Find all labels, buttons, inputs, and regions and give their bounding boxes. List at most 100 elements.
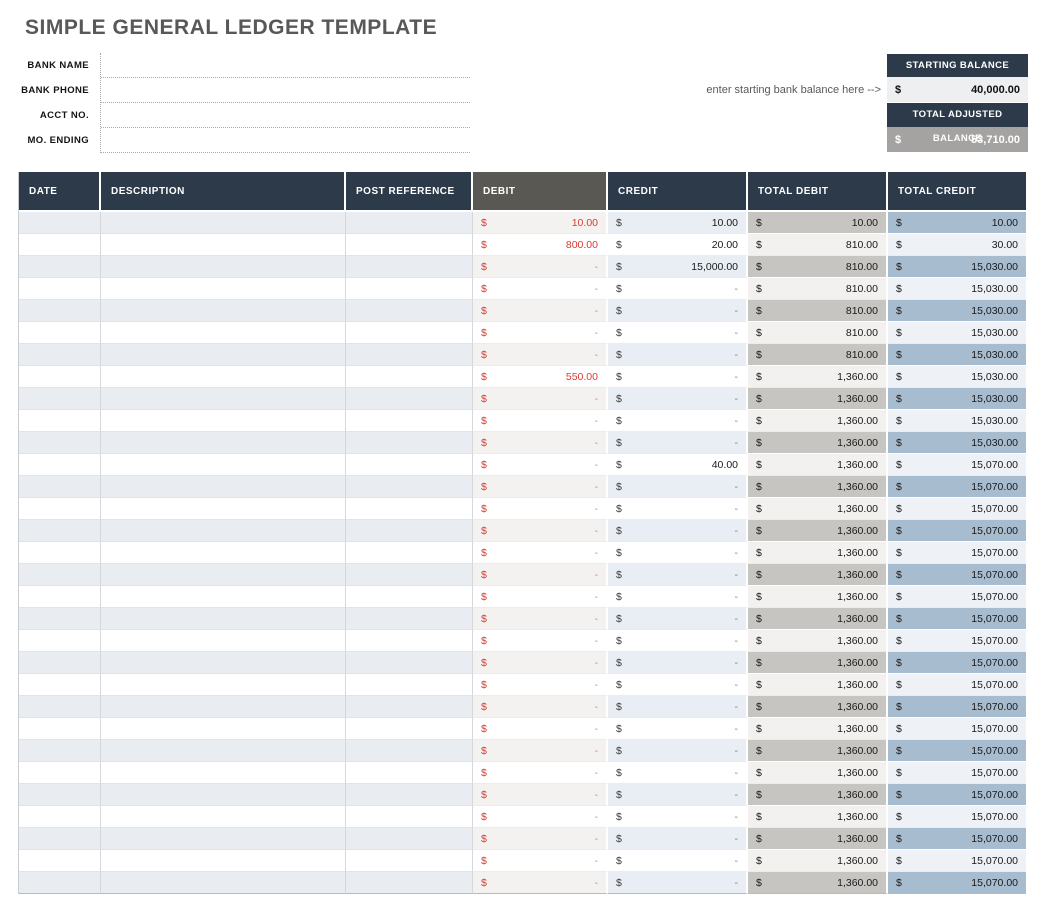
total-debit-cell[interactable]: $810.00: [748, 344, 888, 366]
total-credit-cell[interactable]: $15,030.00: [888, 388, 1026, 410]
total-debit-cell[interactable]: $1,360.00: [748, 828, 888, 850]
credit-cell[interactable]: $-: [608, 366, 748, 388]
description-cell[interactable]: [101, 784, 346, 806]
post-reference-cell[interactable]: [346, 476, 473, 498]
date-cell[interactable]: [19, 366, 101, 388]
description-cell[interactable]: [101, 608, 346, 630]
post-reference-cell[interactable]: [346, 212, 473, 234]
post-reference-cell[interactable]: [346, 234, 473, 256]
col-header-description[interactable]: DESCRIPTION: [101, 172, 346, 212]
credit-cell[interactable]: $-: [608, 542, 748, 564]
debit-cell[interactable]: $-: [473, 256, 608, 278]
debit-cell[interactable]: $-: [473, 322, 608, 344]
bank-name-field[interactable]: [101, 53, 470, 78]
total-credit-cell[interactable]: $15,070.00: [888, 520, 1026, 542]
post-reference-cell[interactable]: [346, 696, 473, 718]
date-cell[interactable]: [19, 388, 101, 410]
debit-cell[interactable]: $-: [473, 476, 608, 498]
date-cell[interactable]: [19, 498, 101, 520]
total-debit-cell[interactable]: $1,360.00: [748, 586, 888, 608]
total-credit-cell[interactable]: $15,030.00: [888, 278, 1026, 300]
total-credit-cell[interactable]: $15,070.00: [888, 542, 1026, 564]
credit-cell[interactable]: $-: [608, 476, 748, 498]
credit-cell[interactable]: $15,000.00: [608, 256, 748, 278]
debit-cell[interactable]: $-: [473, 586, 608, 608]
col-header-credit[interactable]: CREDIT: [608, 172, 748, 212]
description-cell[interactable]: [101, 630, 346, 652]
post-reference-cell[interactable]: [346, 872, 473, 894]
total-credit-cell[interactable]: $15,070.00: [888, 850, 1026, 872]
date-cell[interactable]: [19, 432, 101, 454]
description-cell[interactable]: [101, 872, 346, 894]
date-cell[interactable]: [19, 718, 101, 740]
total-debit-cell[interactable]: $1,360.00: [748, 850, 888, 872]
debit-cell[interactable]: $-: [473, 300, 608, 322]
description-cell[interactable]: [101, 740, 346, 762]
total-credit-cell[interactable]: $15,030.00: [888, 344, 1026, 366]
total-debit-cell[interactable]: $1,360.00: [748, 718, 888, 740]
total-credit-cell[interactable]: $15,030.00: [888, 410, 1026, 432]
date-cell[interactable]: [19, 322, 101, 344]
total-credit-cell[interactable]: $15,070.00: [888, 498, 1026, 520]
debit-cell[interactable]: $-: [473, 278, 608, 300]
description-cell[interactable]: [101, 520, 346, 542]
total-credit-cell[interactable]: $15,070.00: [888, 630, 1026, 652]
credit-cell[interactable]: $-: [608, 652, 748, 674]
credit-cell[interactable]: $-: [608, 278, 748, 300]
credit-cell[interactable]: $-: [608, 410, 748, 432]
description-cell[interactable]: [101, 806, 346, 828]
credit-cell[interactable]: $-: [608, 520, 748, 542]
total-debit-cell[interactable]: $1,360.00: [748, 608, 888, 630]
credit-cell[interactable]: $-: [608, 784, 748, 806]
date-cell[interactable]: [19, 696, 101, 718]
description-cell[interactable]: [101, 674, 346, 696]
date-cell[interactable]: [19, 256, 101, 278]
total-credit-cell[interactable]: $15,070.00: [888, 784, 1026, 806]
credit-cell[interactable]: $-: [608, 718, 748, 740]
post-reference-cell[interactable]: [346, 784, 473, 806]
total-credit-cell[interactable]: $15,070.00: [888, 454, 1026, 476]
total-debit-cell[interactable]: $1,360.00: [748, 806, 888, 828]
date-cell[interactable]: [19, 630, 101, 652]
credit-cell[interactable]: $40.00: [608, 454, 748, 476]
total-credit-cell[interactable]: $15,070.00: [888, 872, 1026, 894]
post-reference-cell[interactable]: [346, 564, 473, 586]
credit-cell[interactable]: $10.00: [608, 212, 748, 234]
post-reference-cell[interactable]: [346, 740, 473, 762]
total-credit-cell[interactable]: $15,070.00: [888, 476, 1026, 498]
debit-cell[interactable]: $-: [473, 410, 608, 432]
total-debit-cell[interactable]: $810.00: [748, 234, 888, 256]
description-cell[interactable]: [101, 850, 346, 872]
bank-phone-field[interactable]: [101, 78, 470, 103]
description-cell[interactable]: [101, 366, 346, 388]
total-credit-cell[interactable]: $15,070.00: [888, 828, 1026, 850]
total-debit-cell[interactable]: $1,360.00: [748, 674, 888, 696]
date-cell[interactable]: [19, 828, 101, 850]
post-reference-cell[interactable]: [346, 586, 473, 608]
col-header-date[interactable]: DATE: [19, 172, 101, 212]
total-debit-cell[interactable]: $1,360.00: [748, 388, 888, 410]
post-reference-cell[interactable]: [346, 630, 473, 652]
post-reference-cell[interactable]: [346, 806, 473, 828]
post-reference-cell[interactable]: [346, 608, 473, 630]
description-cell[interactable]: [101, 234, 346, 256]
debit-cell[interactable]: $-: [473, 432, 608, 454]
date-cell[interactable]: [19, 520, 101, 542]
debit-cell[interactable]: $-: [473, 806, 608, 828]
total-credit-cell[interactable]: $15,030.00: [888, 256, 1026, 278]
date-cell[interactable]: [19, 608, 101, 630]
total-credit-cell[interactable]: $15,030.00: [888, 366, 1026, 388]
description-cell[interactable]: [101, 454, 346, 476]
post-reference-cell[interactable]: [346, 850, 473, 872]
date-cell[interactable]: [19, 212, 101, 234]
debit-cell[interactable]: $-: [473, 630, 608, 652]
description-cell[interactable]: [101, 718, 346, 740]
date-cell[interactable]: [19, 410, 101, 432]
debit-cell[interactable]: $-: [473, 696, 608, 718]
post-reference-cell[interactable]: [346, 762, 473, 784]
mo-ending-field[interactable]: [101, 128, 470, 153]
total-credit-cell[interactable]: $15,070.00: [888, 674, 1026, 696]
date-cell[interactable]: [19, 784, 101, 806]
debit-cell[interactable]: $-: [473, 872, 608, 894]
post-reference-cell[interactable]: [346, 498, 473, 520]
